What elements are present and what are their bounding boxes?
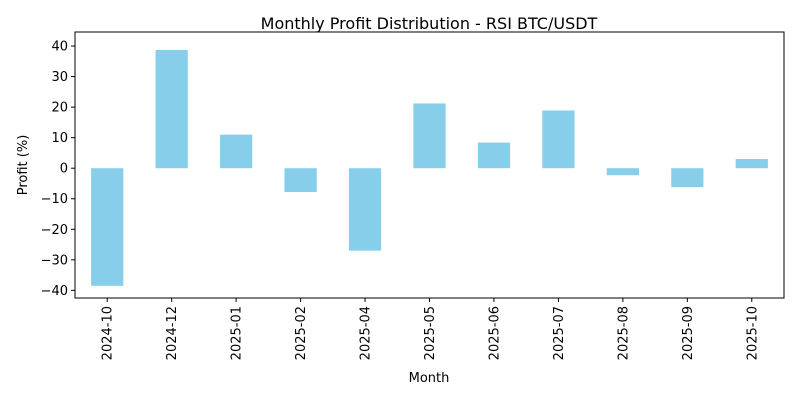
y-tick-label: −30 (41, 253, 68, 268)
y-tick-label: −40 (41, 284, 68, 299)
x-tick-label: 2025-06 (487, 306, 502, 360)
bar-2025-01 (220, 134, 253, 169)
chart-title: Monthly Profit Distribution - RSI BTC/US… (261, 14, 598, 33)
x-tick-label: 2025-09 (681, 306, 696, 360)
x-tick-label: 2025-05 (423, 306, 438, 360)
bar-2025-07 (542, 110, 575, 169)
y-tick-label: 40 (51, 40, 68, 55)
bar-2025-05 (413, 103, 446, 169)
bar-2024-12 (155, 50, 188, 169)
x-tick-label: 2025-04 (359, 306, 374, 360)
bar-2024-10 (91, 168, 124, 286)
x-tick-label: 2025-08 (616, 306, 631, 360)
x-axis-label: Month (409, 371, 450, 386)
x-tick-label: 2025-01 (230, 306, 245, 360)
y-tick-label: 0 (60, 162, 68, 177)
bar-2025-08 (606, 168, 639, 176)
plot-frame (74, 31, 785, 299)
y-tick-label: 10 (51, 131, 68, 146)
y-axis-ticks: −40 −30 −20 −10 0 10 20 30 40 (41, 40, 75, 299)
x-tick-label: 2024-10 (101, 306, 116, 360)
bar-2025-09 (671, 168, 704, 188)
y-tick-label: −20 (41, 223, 68, 238)
x-tick-label: 2025-02 (294, 306, 309, 360)
y-axis-label: Profit (%) (16, 135, 31, 196)
y-tick-label: 30 (51, 70, 68, 85)
y-tick-label: −10 (41, 192, 68, 207)
bar-2025-10 (735, 159, 768, 169)
bars-group (91, 50, 768, 286)
x-tick-label: 2025-07 (552, 306, 567, 360)
bar-2025-06 (477, 142, 511, 169)
y-tick-label: 20 (51, 101, 68, 116)
bar-2025-02 (284, 168, 317, 193)
bar-2025-04 (348, 168, 382, 251)
x-tick-label: 2025-10 (745, 306, 760, 360)
x-axis-ticks: 2024-10 2024-12 2025-01 2025-02 2025-04 2025-… (101, 298, 760, 360)
x-tick-label: 2024-12 (165, 306, 180, 360)
